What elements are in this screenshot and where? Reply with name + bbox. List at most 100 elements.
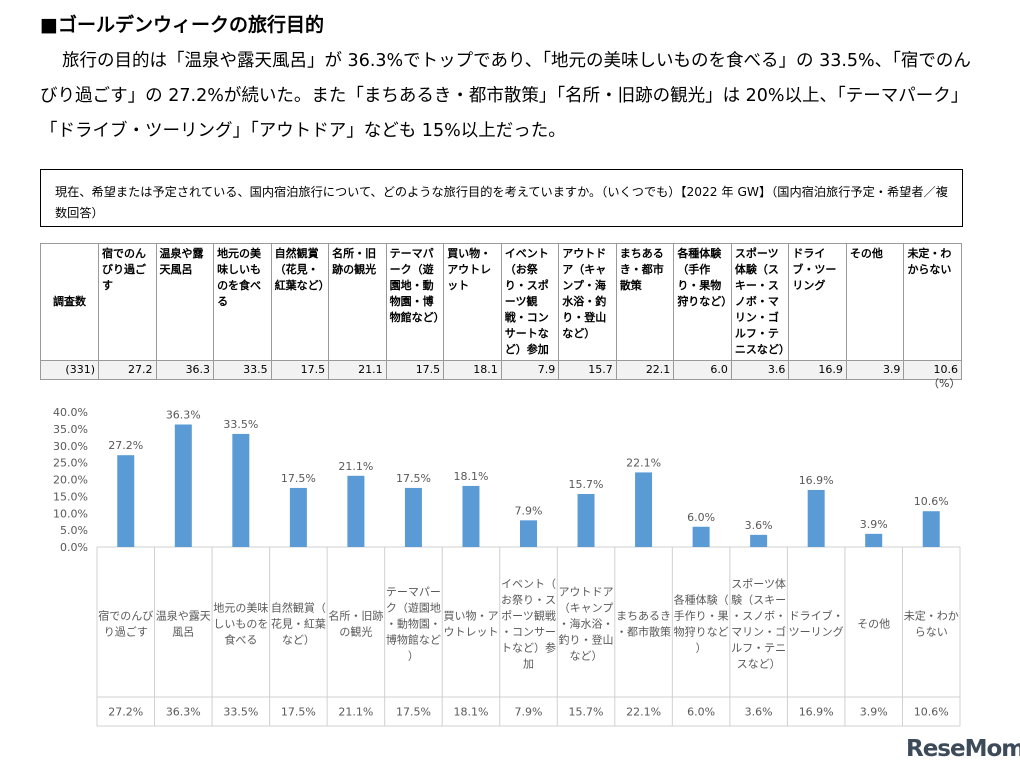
category-table-value: 6.0% <box>687 706 715 719</box>
category-label-line: 未定・わか <box>904 609 959 623</box>
table-header-cell: 地元の美味しいものを食べる <box>213 243 272 361</box>
table-header-cell: ドライブ・ツーリング <box>788 243 847 361</box>
table-header-cell: 自然観賞（花見・紅葉など） <box>270 243 330 361</box>
chart-bar <box>807 489 825 547</box>
category-label-line: ポーツ観戦 <box>501 609 556 623</box>
category-label-line: 温泉や露天 <box>156 609 211 623</box>
category-label-line: ・都市散策 <box>616 625 671 639</box>
category-table-value: 7.9% <box>515 706 543 719</box>
chart-bar <box>404 487 422 547</box>
table-header-cell: アウトドア（キャンプ・海水浴・釣り・登山など） <box>558 243 617 361</box>
y-tick-label: 35.0% <box>53 423 88 436</box>
category-table-value: 22.1% <box>626 706 661 719</box>
category-label-line: イベント（ <box>501 578 556 591</box>
category-label-line: スなど） <box>737 658 781 671</box>
category-label-line: ・動物園・ <box>386 617 441 631</box>
data-label: 18.1% <box>453 470 488 483</box>
category-label-line: スポーツ体 <box>731 577 786 591</box>
chart-bar <box>577 494 595 547</box>
data-label: 3.6% <box>745 519 773 532</box>
table-value-cell: 27.2 <box>98 360 157 380</box>
data-label: 6.0% <box>687 511 715 524</box>
category-label: まちあるき・都市散策 <box>616 610 671 639</box>
category-label-line: 自然観賞（ <box>271 601 326 615</box>
chart-bar <box>462 485 480 547</box>
category-label-line: 加 <box>523 658 534 671</box>
table-header-cell: 買い物・アウトレット <box>443 243 502 361</box>
chart-bar <box>922 511 940 547</box>
table-header-cell: まちあるき・都市散策 <box>615 243 675 361</box>
category-table-value: 21.1% <box>338 706 373 719</box>
category-label-line: ・海水浴・ <box>559 617 614 631</box>
data-label: 10.6% <box>914 495 949 508</box>
table-header-cell: 宿でのんびり過ごす <box>98 243 157 361</box>
chart-bar <box>692 526 710 547</box>
category-label-line: 食べる <box>224 633 257 647</box>
category-label-line: 地元の美味 <box>213 602 268 615</box>
table-header-cell: 各種体験（手作り・果物狩りなど） <box>673 243 732 361</box>
y-tick-label: 15.0% <box>53 490 88 503</box>
category-label-line: 買い物・ア <box>443 609 498 623</box>
table-header-cell: テーマパーク（遊園地・動物園・博物館など） <box>385 243 445 361</box>
category-label-line: 手作り・果 <box>674 609 729 623</box>
category-table-value: 18.1% <box>453 706 488 719</box>
data-label: 15.7% <box>569 478 604 491</box>
y-tick-label: 25.0% <box>53 457 88 470</box>
table-header-cell: イベント（お祭り・スポーツ観戦・コンサートなど）参加 <box>500 243 560 361</box>
category-label-line: 各種体験（ <box>674 593 729 607</box>
chart-bar <box>174 424 192 547</box>
data-label: 17.5% <box>396 472 431 485</box>
table-value-cell: 10.6 <box>903 360 962 380</box>
category-label-line: トなど）参 <box>501 641 556 655</box>
category-label-line: ドライブ・ <box>789 609 844 623</box>
table-header-cell: 名所・旧跡の観光 <box>328 243 387 361</box>
y-tick-label: 40.0% <box>53 406 88 419</box>
table-value-cell: 18.1 <box>443 360 502 380</box>
category-label: 温泉や露天風呂 <box>156 609 211 639</box>
chart-bar <box>347 475 365 547</box>
category-label-line: その他 <box>857 618 890 631</box>
category-label-line: ウトレット <box>443 626 498 639</box>
category-table-value: 36.3% <box>166 706 201 719</box>
category-label-line: 釣り・登山 <box>559 633 614 647</box>
y-tick-label: 10.0% <box>53 507 88 520</box>
category-label-line: 物狩りなど <box>674 625 729 639</box>
category-table-value: 17.5% <box>396 706 431 719</box>
table-header-cell: 温泉や露天風呂 <box>155 243 215 361</box>
category-label: 自然観賞（ 花見・紅葉など） <box>271 601 326 647</box>
data-label: 3.9% <box>860 518 888 531</box>
category-table-value: 3.6% <box>745 706 773 719</box>
table-value-cell: 3.6 <box>730 360 790 380</box>
category-label: 買い物・アウトレット <box>443 609 498 639</box>
category-label: その他 <box>857 618 890 631</box>
summary-paragraph: 旅行の目的は「温泉や露天風呂」が 36.3%でトップであり、「地元の美味しいもの… <box>40 51 971 141</box>
table-header-row: 調査数 宿でのんびり過ごす 温泉や露天風呂 地元の美味しいものを食べる 自然観賞… <box>40 243 962 361</box>
category-label-line: マリン・ゴ <box>731 625 786 639</box>
chart-bar <box>232 433 250 547</box>
data-label: 22.1% <box>626 456 661 469</box>
category-table-value: 10.6% <box>914 706 949 719</box>
category-label-line: テーマパー <box>386 586 441 599</box>
resemom-logo: ReseMom <box>906 736 1020 762</box>
category-label-line: 博物館など <box>386 633 441 647</box>
category-label-line: など） <box>282 634 315 647</box>
data-label: 7.9% <box>515 504 543 517</box>
category-label: アウトドア （キャンプ・海水浴・釣り・登山など） <box>559 586 614 663</box>
category-table-value: 27.2% <box>108 706 143 719</box>
chart-bar <box>750 534 768 547</box>
category-label-line: 宿でのんび <box>98 609 153 623</box>
chart-bar <box>117 455 135 547</box>
category-label-line: （キャンプ <box>559 602 614 615</box>
category-label-line: 風呂 <box>172 626 194 639</box>
category-table-value: 3.9% <box>860 706 888 719</box>
table-header-cell: スポーツ体験（スキー・スノボ・マリン・ゴルフ・テニスなど） <box>730 243 790 361</box>
category-table-value: 17.5% <box>281 706 316 719</box>
data-label: 33.5% <box>223 418 258 431</box>
category-label-line: 験（スキー <box>731 593 786 607</box>
category-label-line: しいものを <box>213 618 268 631</box>
category-label-line: ツーリング <box>789 625 844 639</box>
category-label-line: 名所・旧跡 <box>328 609 383 623</box>
category-label-line: 花見・紅葉 <box>271 617 326 631</box>
